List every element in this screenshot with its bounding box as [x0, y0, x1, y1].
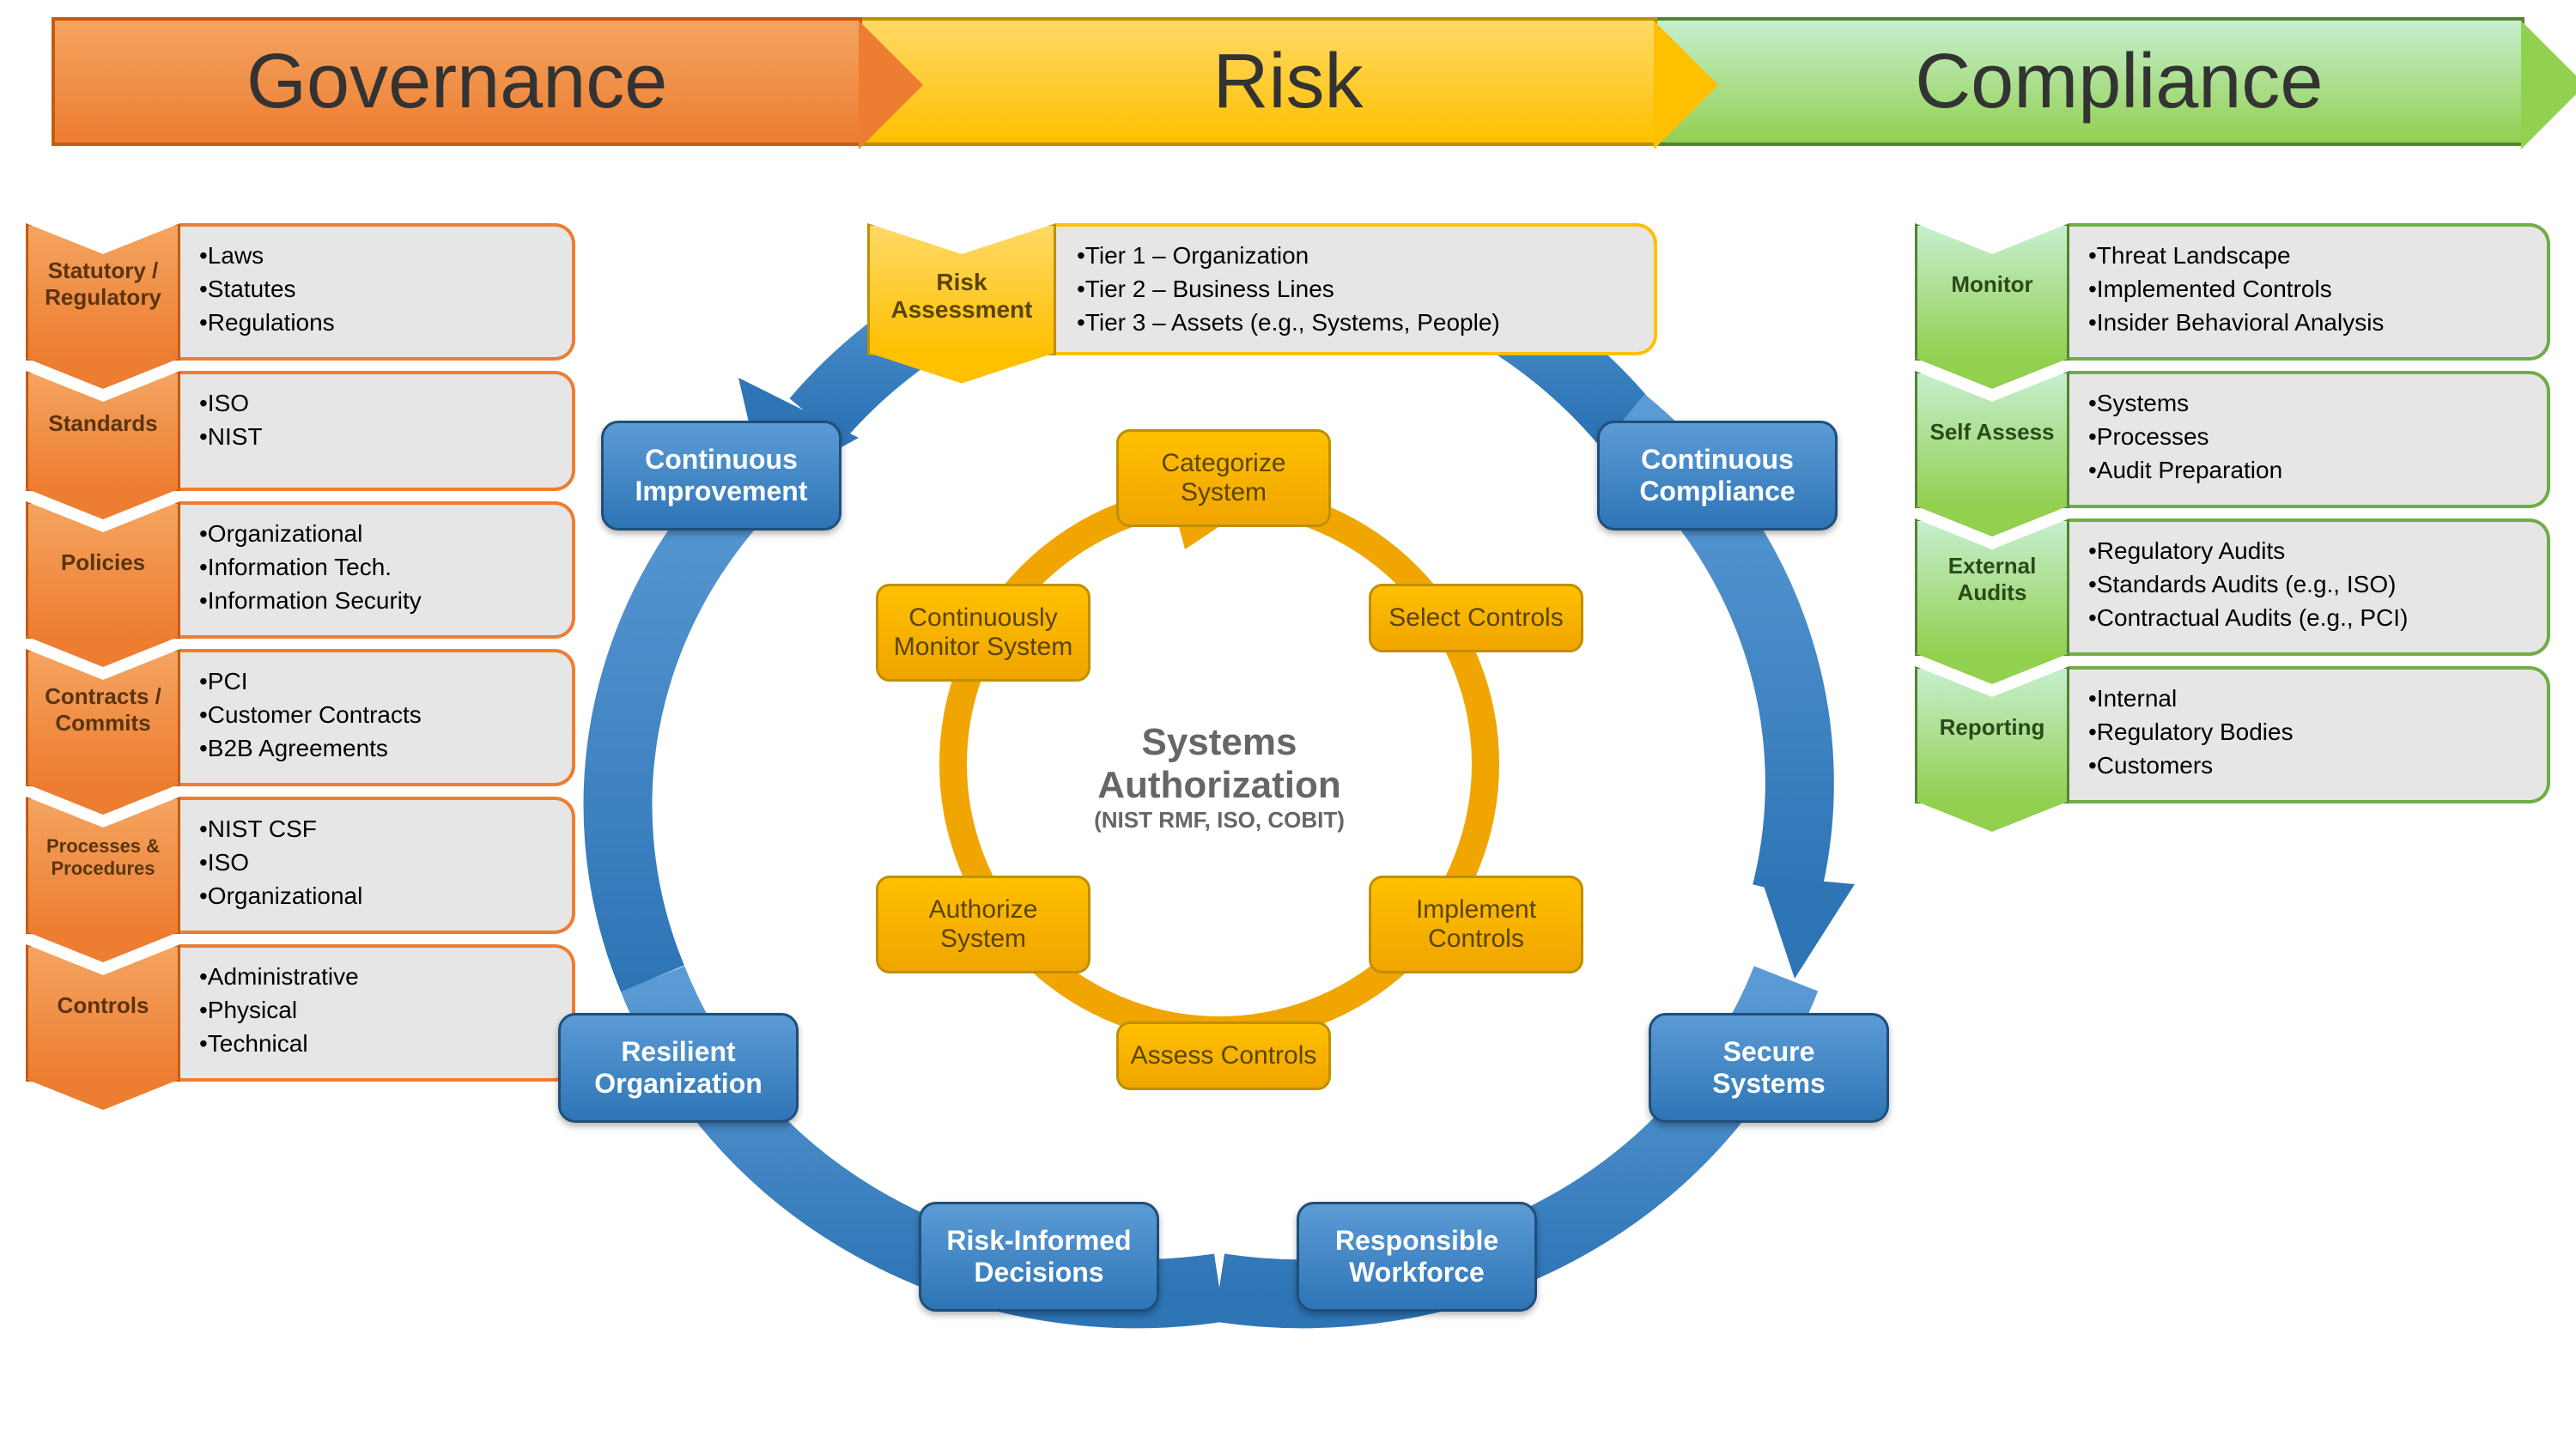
center-title: Systems Authorization — [1039, 721, 1400, 807]
center-label: Systems Authorization (NIST RMF, ISO, CO… — [1039, 721, 1400, 834]
orange-cycle-node: Implement Controls — [1369, 876, 1583, 973]
compliance-row: External Audits•Regulatory Audits•Standa… — [1915, 518, 2550, 656]
center-subtitle: (NIST RMF, ISO, COBIT) — [1039, 807, 1400, 834]
blue-cycle-node: Continuous Compliance — [1597, 421, 1838, 530]
bullet-item: •Organizational — [199, 879, 553, 912]
bullet-item: •Contractual Audits (e.g., PCI) — [2088, 601, 2528, 634]
bullet-item: •Standards Audits (e.g., ISO) — [2088, 567, 2528, 601]
compliance-chevron: Reporting — [1915, 666, 2069, 803]
orange-cycle-node: Categorize System — [1116, 429, 1331, 527]
governance-chevron: Contracts / Commits — [26, 649, 180, 786]
blue-cycle-node: Responsible Workforce — [1297, 1202, 1537, 1312]
governance-row: Policies •Organizational•Information Tech… — [26, 501, 575, 639]
bullet-item: •Statutes — [199, 272, 553, 306]
compliance-detail: •Threat Landscape•Implemented Controls•I… — [2069, 223, 2550, 361]
risk-assessment-label: Risk Assessment — [882, 269, 1042, 324]
banner-compliance: Compliance — [1657, 17, 2524, 146]
governance-row: Processes & Procedures •NIST CSF•ISO•Orga… — [26, 797, 575, 934]
governance-chevron: Standards — [26, 371, 180, 491]
risk-assessment-detail: •Tier 1 – Organization•Tier 2 – Business… — [1056, 223, 1657, 355]
risk-assessment-row: Risk Assessment •Tier 1 – Organization•T… — [867, 223, 1657, 355]
bullet-item: •Technical — [199, 1027, 553, 1060]
banner-compliance-label: Compliance — [1915, 38, 2323, 126]
banner-governance-label: Governance — [246, 38, 667, 126]
bullet-item: •Internal — [2088, 682, 2528, 715]
bullet-item: •Tier 1 – Organization — [1077, 239, 1633, 272]
orange-cycle-node: Assess Controls — [1116, 1022, 1331, 1090]
bullet-item: •Organizational — [199, 517, 553, 550]
bullet-item: •B2B Agreements — [199, 731, 553, 765]
bullet-item: •Audit Preparation — [2088, 453, 2528, 487]
risk-assessment-chevron: Risk Assessment — [867, 223, 1056, 355]
bullet-item: •Threat Landscape — [2088, 239, 2528, 272]
compliance-column: Monitor•Threat Landscape•Implemented Con… — [1915, 223, 2550, 814]
governance-row: Statutory / Regulatory •Laws•Statutes•Reg… — [26, 223, 575, 361]
governance-row: Standards •ISO•NIST — [26, 371, 575, 491]
compliance-chevron: External Audits — [1915, 518, 2069, 656]
bullet-item: •NIST CSF — [199, 812, 553, 846]
governance-chevron: Processes & Procedures — [26, 797, 180, 934]
governance-chevron: Controls — [26, 944, 180, 1082]
bullet-item: •Administrative — [199, 960, 553, 993]
bullet-item: •Laws — [199, 239, 553, 272]
compliance-row: Monitor•Threat Landscape•Implemented Con… — [1915, 223, 2550, 361]
governance-column: Statutory / Regulatory •Laws•Statutes•Reg… — [26, 223, 575, 1092]
bullet-item: •NIST — [199, 420, 553, 453]
blue-cycle-node: Continuous Improvement — [601, 421, 841, 530]
bullet-item: •Physical — [199, 993, 553, 1027]
bullet-item: •Insider Behavioral Analysis — [2088, 306, 2528, 339]
compliance-row: Reporting•Internal•Regulatory Bodies•Cus… — [1915, 666, 2550, 803]
bullet-item: •Customer Contracts — [199, 698, 553, 731]
compliance-detail: •Internal•Regulatory Bodies•Customers — [2069, 666, 2550, 803]
bullet-item: •Customers — [2088, 749, 2528, 782]
orange-cycle-node: Continuously Monitor System — [876, 584, 1091, 682]
bullet-item: •Implemented Controls — [2088, 272, 2528, 306]
bullet-item: •Regulations — [199, 306, 553, 339]
banner-risk: Risk — [862, 17, 1656, 146]
compliance-detail: •Regulatory Audits•Standards Audits (e.g… — [2069, 518, 2550, 656]
compliance-row: Self Assess•Systems•Processes•Audit Prep… — [1915, 371, 2550, 508]
center-cycle: Categorize System Continuously Monitor Sy… — [515, 223, 1923, 1425]
bullet-item: •ISO — [199, 846, 553, 879]
governance-row: Controls •Administrative•Physical•Technic… — [26, 944, 575, 1082]
banner-governance: Governance — [52, 17, 862, 146]
blue-cycle-node: Resilient Organization — [558, 1013, 799, 1123]
banner-risk-label: Risk — [1213, 38, 1364, 126]
orange-cycle-node: Select Controls — [1369, 584, 1583, 652]
bullet-item: •Regulatory Bodies — [2088, 715, 2528, 749]
bullet-item: •Information Tech. — [199, 550, 553, 584]
compliance-chevron: Monitor — [1915, 223, 2069, 361]
bullet-item: •Regulatory Audits — [2088, 534, 2528, 567]
orange-cycle-node: Authorize System — [876, 876, 1091, 973]
compliance-detail: •Systems•Processes•Audit Preparation — [2069, 371, 2550, 508]
bullet-item: •Systems — [2088, 386, 2528, 420]
bullet-item: •Tier 3 – Assets (e.g., Systems, People) — [1077, 306, 1633, 339]
compliance-chevron: Self Assess — [1915, 371, 2069, 508]
blue-cycle-node: Secure Systems — [1649, 1013, 1889, 1123]
governance-row: Contracts / Commits •PCI•Customer Contrac… — [26, 649, 575, 786]
bullet-item: •Information Security — [199, 584, 553, 617]
governance-chevron: Statutory / Regulatory — [26, 223, 180, 361]
bullet-item: •ISO — [199, 386, 553, 420]
top-banner: Governance Risk Compliance — [52, 17, 2524, 146]
bullet-item: •Processes — [2088, 420, 2528, 453]
bullet-item: •PCI — [199, 664, 553, 698]
bullet-item: •Tier 2 – Business Lines — [1077, 272, 1633, 306]
governance-chevron: Policies — [26, 501, 180, 639]
blue-cycle-node: Risk-Informed Decisions — [919, 1202, 1159, 1312]
